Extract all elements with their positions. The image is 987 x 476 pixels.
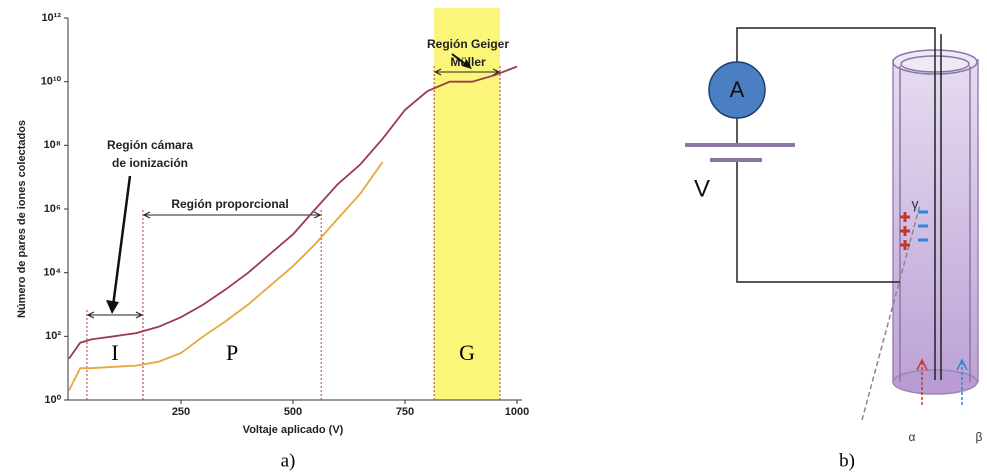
x-axis-label: Voltaje aplicado (V) xyxy=(243,424,344,436)
wire xyxy=(737,118,900,282)
region-label: G xyxy=(459,340,475,365)
y-tick-label: 10⁰ xyxy=(44,394,61,406)
y-tick-label: 10⁶ xyxy=(44,203,61,215)
region-label: P xyxy=(226,340,238,365)
beta-label: β xyxy=(976,430,983,444)
pointer-head xyxy=(106,300,119,314)
annotation: Región cámara xyxy=(107,138,193,152)
x-tick-label: 250 xyxy=(172,406,190,418)
region-label: I xyxy=(111,340,118,365)
annotation: Región proporcional xyxy=(171,197,288,211)
caption: a) xyxy=(281,450,296,471)
x-tick-label: 500 xyxy=(284,406,302,418)
chart: 10⁰ 10² 10⁴ 10⁶ 10⁸ 10¹⁰ 10¹² 250 500 750 1000 Volt… xyxy=(16,8,529,471)
gamma-label: γ xyxy=(912,196,919,212)
annotation: Región Geiger xyxy=(427,37,509,51)
ammeter-label: A xyxy=(730,77,745,102)
y-tick-label: 10⁸ xyxy=(44,139,61,151)
x-tick-label: 750 xyxy=(396,406,414,418)
x-tick-label: 1000 xyxy=(505,406,529,418)
y-tick-label: 10¹² xyxy=(41,12,61,24)
positive-ions xyxy=(900,212,910,250)
y-tick-label: 10² xyxy=(45,330,61,342)
pointer xyxy=(113,176,130,306)
y-tick-label: 10¹⁰ xyxy=(41,76,62,88)
alpha-label: α xyxy=(909,430,916,444)
caption: b) xyxy=(839,450,855,471)
annotation: de ionización xyxy=(112,156,188,170)
y-axis-label: Número de pares de iones colectados xyxy=(16,120,28,318)
y-tick-label: 10⁴ xyxy=(43,267,61,279)
voltage-label: V xyxy=(694,175,710,202)
figure: 10⁰ 10² 10⁴ 10⁶ 10⁸ 10¹⁰ 10¹² 250 500 750 1000 Volt… xyxy=(0,0,987,476)
